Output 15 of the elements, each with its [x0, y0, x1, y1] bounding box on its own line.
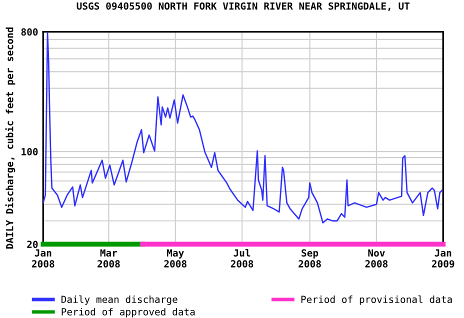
legend-label: Daily mean discharge	[61, 295, 178, 305]
x-tick-label: Mar 2008	[98, 249, 120, 268]
y-tick-label: 100	[22, 148, 38, 156]
legend-label: Period of provisional data	[301, 295, 452, 305]
x-tick-label: Nov 2008	[365, 249, 388, 268]
x-tick-label: Sep 2008	[298, 249, 321, 268]
x-tick-label: Jan 2008	[32, 249, 54, 268]
y-tick-label: 800	[21, 28, 38, 36]
x-tick-label: May 2008	[164, 249, 186, 268]
x-tick-label: Jul 2008	[230, 249, 254, 268]
y-tick-label: 20	[27, 240, 38, 248]
y-axis-title: DAILY Discharge, cubic feet per second	[5, 28, 16, 249]
x-tick-label: Jan 2009	[432, 249, 454, 268]
legend-label: Period of approved data	[62, 308, 195, 318]
chart-title: USGS 09405500 NORTH FORK VIRGIN RIVER NEAR SPRINGDALE, UT	[76, 2, 410, 11]
